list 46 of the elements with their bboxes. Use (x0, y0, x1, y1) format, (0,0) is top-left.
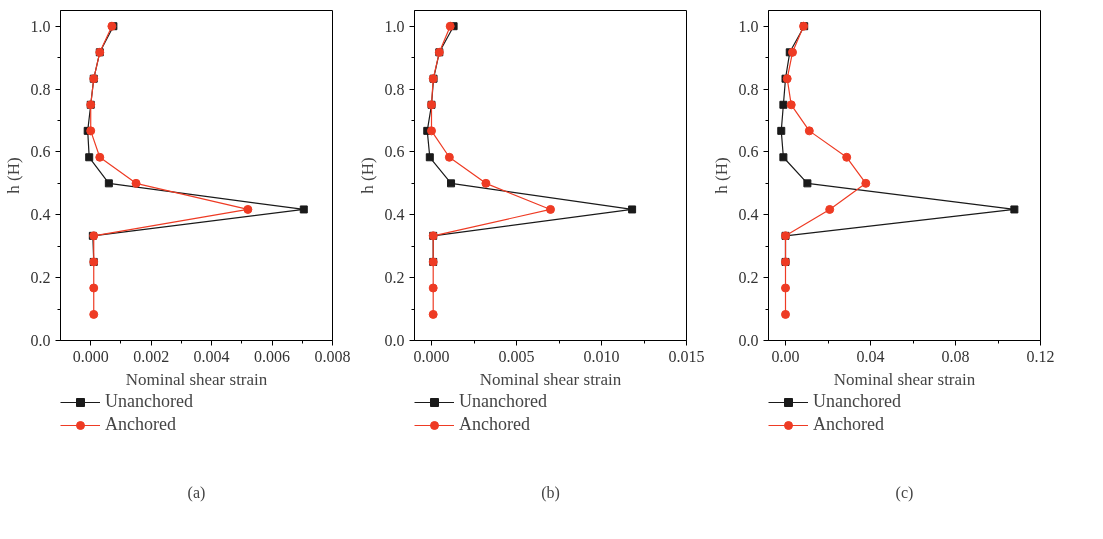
y-tick-label: 0.4 (738, 206, 759, 224)
x-tick-label: 0.005 (498, 347, 535, 365)
y-tick-label: 0.6 (384, 143, 405, 161)
x-tick-label: 0.000 (72, 347, 109, 365)
legend-label: Anchored (813, 414, 884, 435)
x-tick-label: 0.006 (254, 347, 291, 365)
y-axis-title: h (H) (3, 157, 23, 194)
x-axis-title: Nominal shear strain (125, 369, 268, 389)
x-tick-label: 0.002 (133, 347, 170, 365)
y-tick-label: 1.0 (30, 17, 51, 35)
y-tick-label: 0.0 (30, 332, 51, 349)
x-tick-label: 0.00 (771, 347, 800, 365)
x-tick-label: 0.015 (668, 347, 705, 365)
y-tick-label: 0.6 (738, 143, 759, 161)
y-tick-label: 0.0 (738, 332, 759, 349)
text: (a) (187, 483, 206, 502)
x-tick-label: 0.12 (1026, 347, 1055, 365)
legend-label: Anchored (459, 414, 530, 435)
x-tick-label: 0.008 (314, 347, 351, 365)
y-tick-label: 0.8 (384, 80, 405, 98)
y-tick-label: 0.6 (30, 143, 51, 161)
legend-label: Unanchored (459, 391, 547, 412)
y-tick-label: 0.4 (30, 206, 51, 224)
y-tick-label: 0.0 (384, 332, 405, 349)
y-tick-label: 0.2 (384, 269, 405, 287)
legend-label: Unanchored (813, 391, 901, 412)
x-tick-label: 0.000 (413, 347, 450, 365)
text: (c) (895, 483, 914, 502)
x-tick-label: 0.010 (583, 347, 620, 365)
y-tick-label: 0.8 (738, 80, 759, 98)
y-tick-label: 0.2 (30, 269, 51, 287)
x-axis-title: Nominal shear strain (833, 369, 976, 389)
y-axis-title: h (H) (711, 157, 731, 194)
y-tick-label: 0.8 (30, 80, 51, 98)
legend-label: Anchored (105, 414, 176, 435)
x-axis-title: Nominal shear strain (479, 369, 622, 389)
text: (b) (541, 483, 560, 502)
y-axis-title: h (H) (357, 157, 377, 194)
y-tick-label: 1.0 (738, 17, 759, 35)
x-tick-label: 0.08 (941, 347, 970, 365)
x-tick-label: 0.04 (856, 347, 885, 365)
y-tick-label: 0.4 (384, 206, 405, 224)
x-tick-label: 0.004 (193, 347, 230, 365)
y-tick-label: 1.0 (384, 17, 405, 35)
legend-label: Unanchored (105, 391, 193, 412)
y-tick-label: 0.2 (738, 269, 759, 287)
